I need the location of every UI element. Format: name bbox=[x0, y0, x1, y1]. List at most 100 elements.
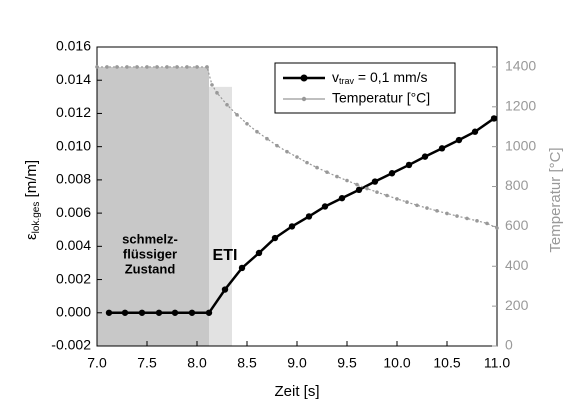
y-tick-label: 0.010 bbox=[56, 137, 91, 153]
series-marker bbox=[365, 186, 369, 191]
x-tick-label: 10.0 bbox=[383, 355, 410, 371]
series-marker bbox=[205, 65, 209, 69]
annotation: Zustand bbox=[125, 261, 176, 276]
x-tick-label: 8.0 bbox=[187, 355, 207, 371]
series-marker bbox=[225, 103, 229, 107]
x-tick-label: 9.5 bbox=[337, 355, 357, 371]
series-marker bbox=[288, 223, 296, 230]
legend-symbol: v bbox=[332, 69, 339, 85]
y-tick-label: 0.016 bbox=[56, 38, 91, 54]
y-axis-sub: lok.ges bbox=[31, 202, 42, 234]
series-marker bbox=[405, 200, 409, 204]
series-marker bbox=[221, 286, 229, 293]
annotation: flüssiger bbox=[123, 246, 177, 261]
series-marker bbox=[215, 91, 219, 95]
series-marker bbox=[471, 128, 479, 135]
series-marker bbox=[495, 226, 499, 230]
series-marker bbox=[235, 112, 239, 117]
legend-marker bbox=[301, 96, 307, 102]
series-marker bbox=[255, 129, 259, 134]
series-marker bbox=[275, 143, 279, 148]
y-tick-label: 0.008 bbox=[56, 171, 91, 187]
y-tick-label: 0.004 bbox=[56, 237, 91, 253]
series-marker bbox=[138, 309, 146, 316]
series-marker bbox=[315, 165, 319, 170]
series-marker bbox=[435, 209, 439, 213]
series-marker bbox=[155, 65, 159, 69]
series-marker bbox=[335, 174, 339, 179]
legend-marker bbox=[300, 74, 308, 82]
y-tick-label: 0.006 bbox=[56, 204, 91, 220]
series-marker bbox=[295, 155, 299, 159]
series-marker bbox=[425, 206, 429, 210]
series-marker bbox=[371, 178, 379, 185]
y2-tick-label: 400 bbox=[505, 257, 529, 273]
series-marker bbox=[271, 234, 279, 242]
y-axis-title: εlok.ges [m/m] bbox=[23, 160, 42, 240]
x-tick-label: 7.5 bbox=[137, 355, 157, 371]
series-marker bbox=[155, 309, 163, 316]
series-marker bbox=[395, 197, 399, 201]
series-marker bbox=[238, 264, 246, 272]
y-tick-label: -0.002 bbox=[51, 337, 91, 353]
series-marker bbox=[485, 221, 489, 226]
series-marker bbox=[421, 153, 429, 160]
series-marker bbox=[145, 65, 149, 69]
annotation: ETI bbox=[213, 247, 238, 264]
series-marker bbox=[95, 65, 99, 69]
series-marker bbox=[115, 65, 119, 69]
series-marker bbox=[455, 136, 463, 144]
series-marker bbox=[135, 65, 139, 69]
legend-rest: = 0,1 mm/s bbox=[354, 69, 428, 85]
series-marker bbox=[175, 65, 179, 69]
series-marker bbox=[388, 170, 396, 177]
y2-tick-label: 1000 bbox=[505, 137, 536, 153]
x-axis-title: Zeit [s] bbox=[274, 383, 319, 400]
series-marker bbox=[475, 219, 479, 223]
series-marker bbox=[105, 65, 109, 69]
series-marker bbox=[355, 186, 363, 194]
series-marker bbox=[321, 203, 329, 210]
y-tick-label: 0.000 bbox=[56, 303, 91, 319]
series-marker bbox=[188, 309, 196, 316]
series-marker bbox=[345, 178, 349, 183]
series-marker bbox=[465, 216, 469, 221]
series-marker bbox=[185, 65, 189, 69]
series-marker bbox=[438, 145, 446, 152]
y2-tick-label: 800 bbox=[505, 177, 529, 193]
series-marker bbox=[415, 203, 419, 208]
x-tick-label: 9.0 bbox=[287, 355, 307, 371]
region bbox=[209, 86, 232, 346]
series-marker bbox=[305, 160, 309, 165]
y2-axis-title: Temperatur [°C] bbox=[547, 147, 564, 252]
series-marker bbox=[305, 213, 313, 220]
series-marker bbox=[165, 65, 169, 69]
legend-sub: trav bbox=[339, 76, 355, 86]
x-tick-label: 8.5 bbox=[237, 355, 257, 371]
series-marker bbox=[210, 83, 214, 87]
series-marker bbox=[385, 193, 389, 198]
x-tick-label: 7.0 bbox=[87, 355, 107, 371]
series-marker bbox=[445, 211, 449, 216]
series-marker bbox=[490, 115, 498, 122]
series-marker bbox=[195, 65, 199, 69]
series-marker bbox=[245, 121, 249, 126]
series-marker bbox=[285, 149, 289, 154]
series-marker bbox=[338, 194, 346, 202]
series-marker bbox=[205, 309, 213, 316]
legend-label: vtrav = 0,1 mm/s bbox=[332, 69, 428, 87]
series-marker bbox=[405, 161, 413, 169]
series-marker bbox=[455, 214, 459, 218]
y-tick-label: 0.002 bbox=[56, 270, 91, 286]
annotation: schmelz- bbox=[122, 231, 178, 246]
y2-tick-label: 600 bbox=[505, 217, 529, 233]
x-tick-label: 10.5 bbox=[433, 355, 460, 371]
y-tick-label: 0.014 bbox=[56, 71, 91, 87]
series-marker bbox=[375, 190, 379, 194]
series-marker bbox=[121, 309, 129, 316]
series-marker bbox=[355, 182, 359, 187]
y-axis-symbol: ε bbox=[23, 233, 40, 240]
region bbox=[97, 66, 209, 346]
legend-label: Temperatur [°C] bbox=[332, 90, 430, 106]
series-marker bbox=[105, 309, 113, 316]
